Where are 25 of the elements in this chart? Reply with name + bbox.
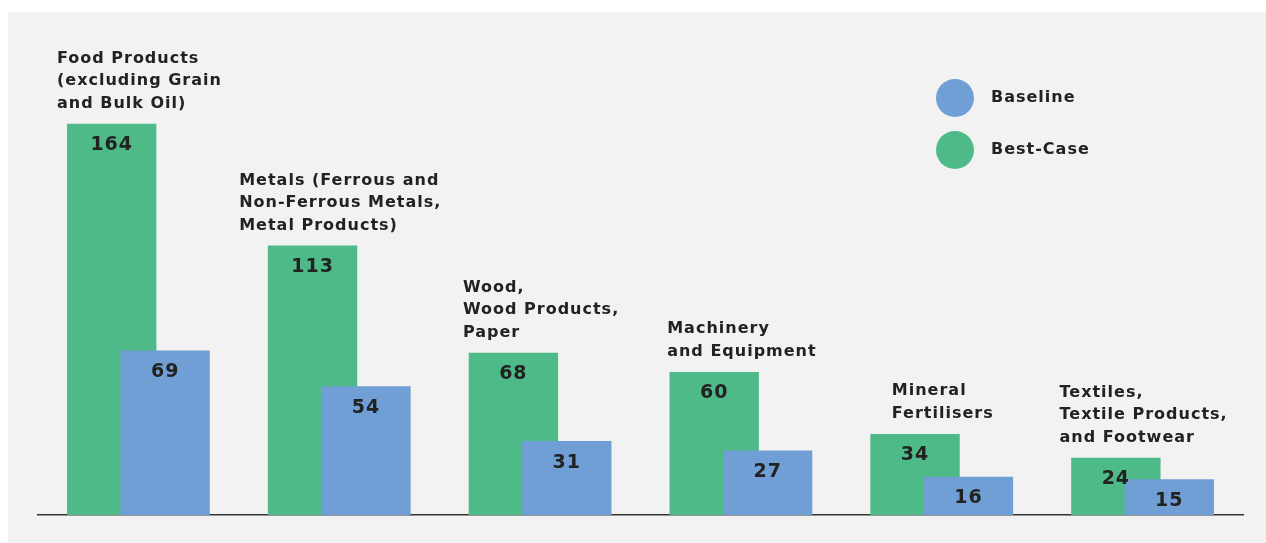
bar (522, 441, 612, 515)
data-label: 24 (1101, 466, 1131, 489)
data-label: 68 (499, 361, 528, 384)
x-tick-label: Food Products (excluding Grain and Bulk Oil) (56, 47, 222, 112)
x-tick-label: Machinery and Equipment (667, 318, 817, 360)
x-tick-label: Textiles, Textile Products, and Footwear (1059, 381, 1228, 446)
x-tick-label: Metals (Ferrous and Non-Ferrous Metals, Metal Products) (239, 169, 442, 234)
x-tick-label: Wood, Wood Products, Paper (462, 276, 620, 341)
bar (923, 476, 1014, 515)
bar (321, 386, 411, 515)
data-label: 27 (753, 459, 782, 482)
data-label: 34 (900, 442, 930, 465)
data-label: 54 (351, 394, 381, 417)
data-label: 69 (150, 358, 180, 381)
data-label: 31 (552, 449, 582, 472)
data-label: 60 (699, 380, 729, 403)
data-label: 15 (1155, 487, 1184, 510)
x-tick-label: Mineral Fertilisers (891, 380, 994, 422)
bar (120, 350, 210, 515)
legend-label: Baseline (991, 87, 1076, 107)
bar (722, 450, 813, 515)
data-label: 113 (291, 253, 334, 276)
data-label: 164 (90, 132, 134, 155)
data-label: 16 (954, 485, 983, 508)
legend-label: Best-Case (991, 139, 1090, 159)
